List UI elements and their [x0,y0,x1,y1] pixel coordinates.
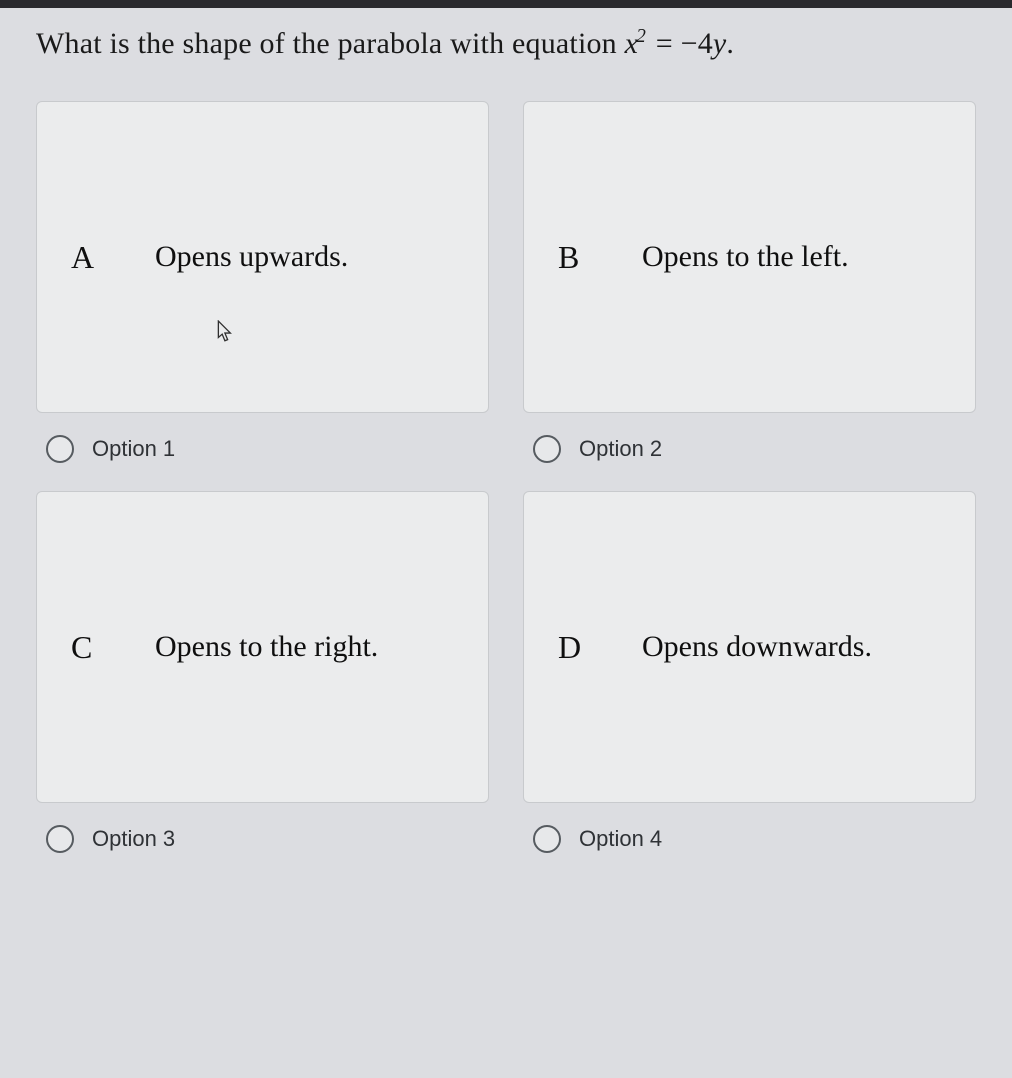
question-prefix: What is the shape of the parabola with e… [36,27,625,60]
option-a-block: A Opens upwards. Option 1 [36,101,489,463]
option-b-card[interactable]: B Opens to the left. [523,101,976,413]
option-b-radio-label: Option 2 [579,436,662,462]
radio-icon [533,825,561,853]
radio-icon [46,825,74,853]
equation-exponent: 2 [636,26,646,47]
equation-var-y: y [713,27,727,60]
option-d-text: Opens downwards. [642,630,872,664]
question-text: What is the shape of the parabola with e… [36,26,976,61]
option-b-block: B Opens to the left. Option 2 [523,101,976,463]
question-suffix: . [726,27,734,60]
option-c-block: C Opens to the right. Option 3 [36,491,489,853]
quiz-page: What is the shape of the parabola with e… [0,8,1012,853]
equation-coef: 4 [698,27,713,60]
option-c-text: Opens to the right. [155,630,378,664]
option-a-card[interactable]: A Opens upwards. [36,101,489,413]
option-d-radio[interactable]: Option 4 [523,825,976,853]
option-d-block: D Opens downwards. Option 4 [523,491,976,853]
option-c-radio-label: Option 3 [92,826,175,852]
option-c-radio[interactable]: Option 3 [36,825,489,853]
option-c-letter: C [71,629,129,666]
window-top-strip [0,0,1012,8]
option-b-text: Opens to the left. [642,240,849,274]
option-d-radio-label: Option 4 [579,826,662,852]
equation-equals: = − [648,27,698,60]
options-grid: A Opens upwards. Option 1 B Opens to the… [36,101,976,853]
option-a-radio[interactable]: Option 1 [36,435,489,463]
radio-icon [46,435,74,463]
radio-icon [533,435,561,463]
mouse-cursor-icon [217,320,235,344]
option-c-card[interactable]: C Opens to the right. [36,491,489,803]
option-b-radio[interactable]: Option 2 [523,435,976,463]
option-d-card[interactable]: D Opens downwards. [523,491,976,803]
option-a-radio-label: Option 1 [92,436,175,462]
option-a-letter: A [71,239,129,276]
option-a-text: Opens upwards. [155,240,348,274]
option-d-letter: D [558,629,616,666]
option-b-letter: B [558,239,616,276]
